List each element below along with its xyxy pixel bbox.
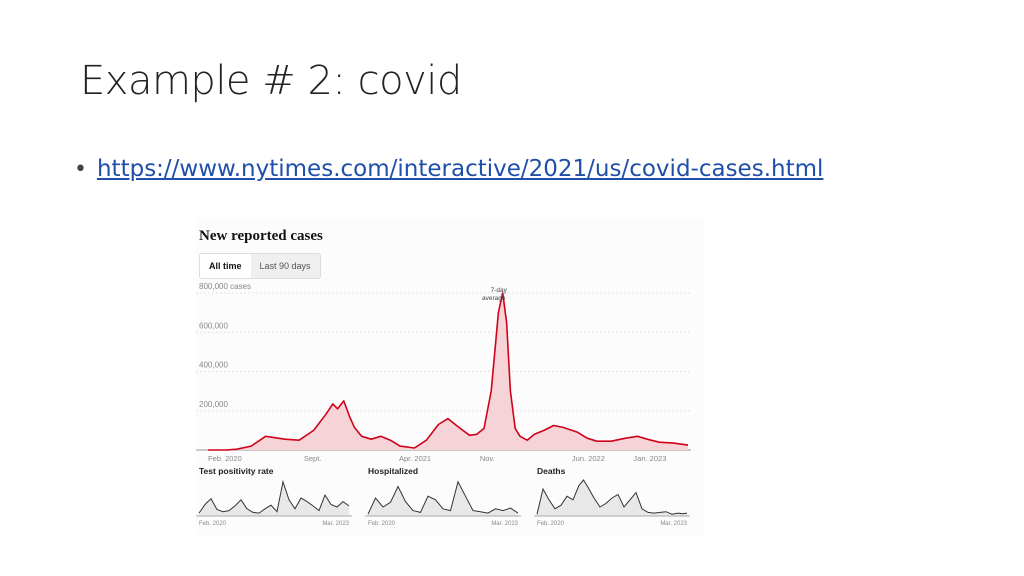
tab-last-90-days[interactable]: Last 90 days	[250, 254, 320, 278]
nytimes-link[interactable]: https://www.nytimes.com/interactive/2021…	[96, 156, 824, 182]
positivity-line	[198, 479, 350, 514]
y-tick-label: 200,000	[199, 400, 228, 409]
time-range-tabs: All time Last 90 days	[199, 253, 321, 279]
positivity-area	[199, 481, 349, 516]
x-tick-label: Apr. 2021	[399, 454, 431, 463]
x-tick-label: Feb. 2020	[537, 521, 565, 527]
x-tick-label: Sept.	[304, 454, 322, 463]
chart-title: New reported cases	[199, 228, 323, 244]
annotation-label: 7-day	[491, 287, 508, 294]
deaths-line	[536, 479, 688, 515]
bullet-dot-icon: •	[74, 156, 87, 182]
x-tick-label: Jan. 2023	[633, 454, 666, 463]
hospitalized-line	[367, 480, 519, 515]
annotation-leader	[500, 292, 503, 299]
y-tick-label: 800,000 cases	[199, 283, 251, 291]
tab-all-time[interactable]: All time	[200, 254, 251, 278]
hospitalized-area	[368, 481, 518, 516]
test-positivity-title: Test positivity rate	[199, 466, 274, 476]
hospitalized-chart: Feb. 2020 Mar. 2023 Hospitalized	[365, 466, 525, 533]
slide-title: Example # 2: covid	[80, 58, 462, 104]
x-tick-label: Nov.	[480, 454, 495, 463]
bullet-item: • https://www.nytimes.com/interactive/20…	[74, 156, 823, 182]
x-tick-label: Jun. 2022	[572, 454, 605, 463]
annotation-label: average	[482, 295, 506, 302]
test-positivity-chart: Feb. 2020 Mar. 2023 Test positivity rate	[196, 466, 356, 533]
cases-chart: 800,000 cases 600,000 400,000 200,000 Feb. 2…	[196, 283, 691, 463]
y-tick-label: 400,000	[199, 361, 228, 370]
deaths-chart: Feb. 2020 Mar. 2023 Deaths	[534, 466, 694, 533]
x-tick-label: Mar. 2023	[660, 521, 687, 527]
x-tick-label: Mar. 2023	[491, 521, 518, 527]
x-tick-label: Feb. 2020	[368, 521, 396, 527]
x-tick-label: Mar. 2023	[322, 521, 349, 527]
y-tick-label: 600,000	[199, 321, 228, 330]
hospitalized-title: Hospitalized	[368, 466, 419, 476]
cases-line	[207, 292, 689, 451]
x-tick-label: Feb. 2020	[208, 454, 242, 463]
deaths-title: Deaths	[537, 466, 566, 476]
x-tick-label: Feb. 2020	[199, 521, 227, 527]
nyt-chart-image: New reported cases All time Last 90 days…	[196, 218, 704, 536]
